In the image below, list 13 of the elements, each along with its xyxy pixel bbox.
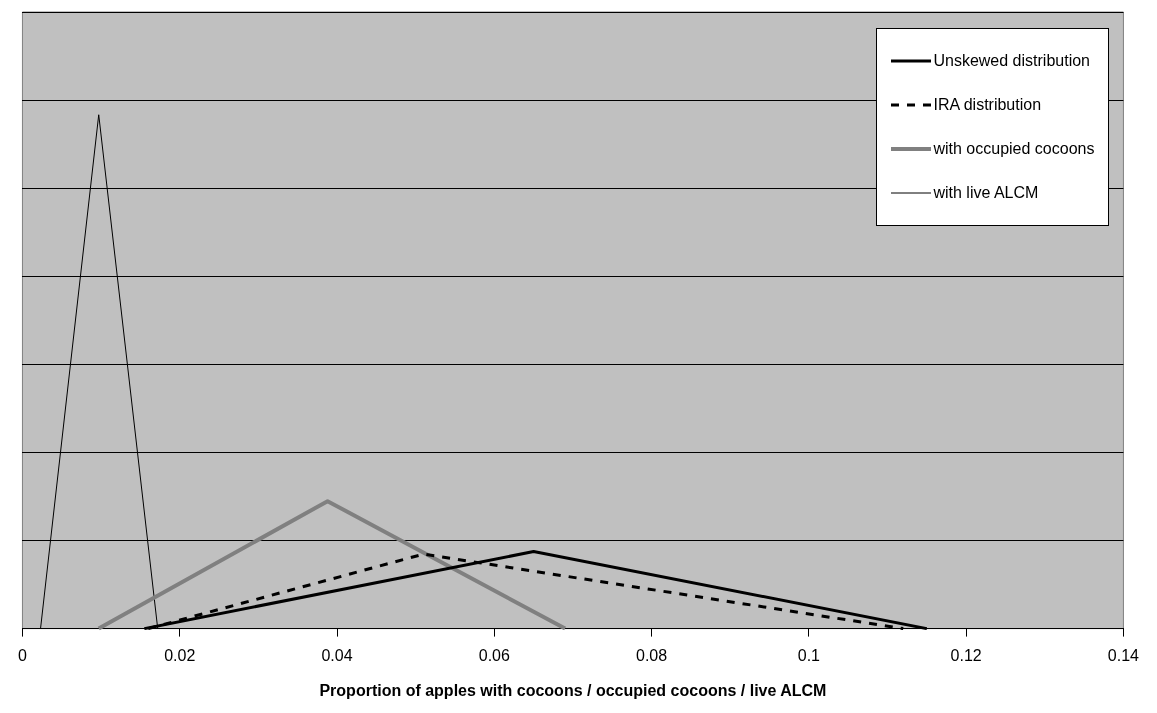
legend-label: IRA distribution xyxy=(933,96,1042,114)
legend-label: with occupied cocoons xyxy=(933,140,1095,158)
x-axis-title: Proportion of apples with cocoons / occupied cocoons / live ALCM xyxy=(319,681,827,699)
x-tick-label: 0.04 xyxy=(321,646,353,664)
x-tick-label: 0.02 xyxy=(164,646,196,664)
x-tick-label: 0 xyxy=(18,646,27,664)
x-tick-label: 0.12 xyxy=(950,646,982,664)
x-tick-label: 0.08 xyxy=(636,646,668,664)
legend-label: Unskewed distribution xyxy=(933,52,1090,70)
x-tick-label: 0.1 xyxy=(797,646,821,664)
x-tick-label: 0.14 xyxy=(1107,646,1140,664)
x-tick-label: 0.06 xyxy=(478,646,510,664)
legend-label: with live ALCM xyxy=(933,184,1039,202)
